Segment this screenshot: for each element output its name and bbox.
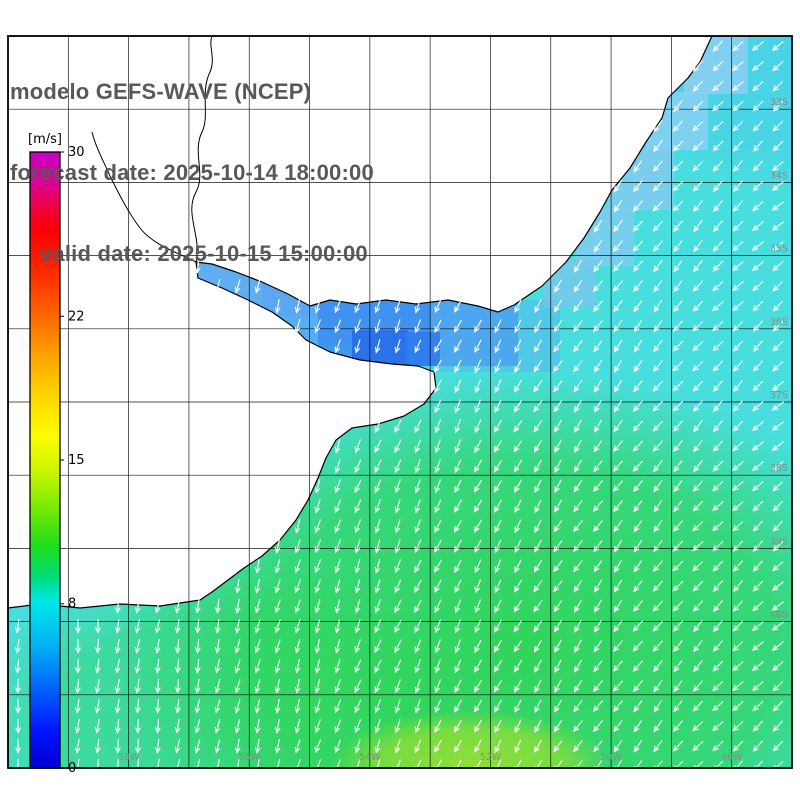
plot-frame — [7, 35, 793, 769]
colorbar-tick-label: 0 — [68, 761, 76, 776]
lon-label: 58W — [118, 752, 140, 763]
lon-label: 54W — [359, 752, 381, 763]
lon-label: 48W — [721, 752, 743, 763]
lat-label: 38S — [770, 463, 788, 474]
lat-label: 35S — [770, 244, 788, 255]
colorbar-unit-label: [m/s] — [28, 132, 62, 147]
land-coastline — [8, 36, 713, 609]
lat-label: 39S — [770, 536, 788, 547]
model-title: modelo GEFS-WAVE (NCEP) — [10, 79, 312, 104]
river-line — [191, 36, 213, 263]
lon-label: 52W — [480, 752, 502, 763]
water-patch — [406, 332, 440, 366]
forecast-date-label: forecast date: 2025-10-14 18:00:00 — [10, 160, 374, 185]
river-line — [91, 131, 197, 263]
lat-label: 33S — [770, 97, 788, 108]
lat-label: 34S — [770, 170, 788, 181]
wind-arrows — [14, 40, 784, 768]
lat-label: 36S — [770, 317, 788, 328]
valid-date-label: valid date: 2025-10-15 15:00:00 — [40, 241, 368, 266]
water-patch — [430, 300, 560, 372]
colorbar-tick-label: 22 — [68, 309, 85, 324]
lat-label: 37S — [770, 390, 788, 401]
colorbar-tick-label: 15 — [68, 453, 85, 468]
map-titles: modelo GEFS-WAVE (NCEP) forecast date: 2… — [10, 24, 374, 321]
colorbar-tick-label: 8 — [68, 597, 76, 612]
ocean-color-blob — [330, 710, 610, 768]
lat-label: 40S — [770, 610, 788, 621]
lon-label: 50W — [600, 752, 622, 763]
lon-label: 56W — [238, 752, 260, 763]
colorbar-tick-label: 30 — [68, 145, 85, 160]
